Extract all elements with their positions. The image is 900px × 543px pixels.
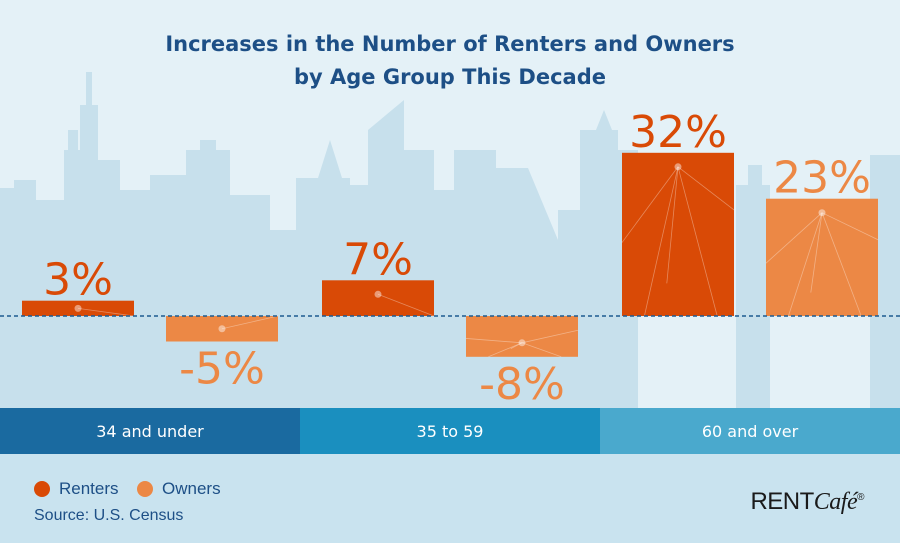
- bar-decoration-line: [666, 166, 679, 284]
- legend-swatch-owners: [137, 481, 153, 497]
- chart-title-line-1: Increases in the Number of Renters and O…: [165, 32, 735, 56]
- bar-owners-34-and-under: [166, 316, 278, 342]
- bar-decoration-line: [521, 342, 562, 358]
- bar-decoration-dot: [374, 290, 382, 298]
- bar-decoration-line: [465, 338, 523, 344]
- bar-decoration-line: [510, 342, 523, 349]
- bar-decoration-line: [221, 315, 279, 330]
- footer: Renters Owners Source: U.S. Census RENTC…: [0, 454, 900, 543]
- legend-swatch-renters: [34, 481, 50, 497]
- bar-decoration-line: [377, 293, 435, 317]
- category-label-34-and-under: 34 and under: [0, 408, 300, 454]
- data-label-owners-60-and-over: 23%: [773, 153, 871, 204]
- bar-decoration-line: [821, 212, 862, 317]
- bar-decoration-line: [488, 342, 523, 358]
- legend-label-owners: Owners: [162, 479, 221, 498]
- age-group-axis: 34 and under 35 to 59 60 and over: [0, 408, 900, 454]
- bar-owners-60-and-over: [766, 198, 878, 316]
- bar-decoration-line: [621, 166, 679, 243]
- bar-renters-35-to-59: [322, 280, 434, 316]
- data-label-renters-35-to-59: 7%: [343, 234, 413, 285]
- bar-decoration-dot: [518, 339, 526, 347]
- logo-registered-mark: ®: [857, 492, 864, 503]
- chart-title: Increases in the Number of Renters and O…: [0, 28, 900, 94]
- bar-decoration-line: [765, 212, 823, 264]
- bar-decoration-dot: [818, 209, 826, 217]
- bar-decoration-dot: [218, 325, 226, 333]
- logo-text-rent: RENT: [750, 488, 814, 515]
- category-label-60-and-over: 60 and over: [600, 408, 900, 454]
- chart-title-line-2: by Age Group This Decade: [293, 65, 607, 89]
- bar-decoration-line: [677, 166, 735, 211]
- category-label-35-to-59: 35 to 59: [300, 408, 600, 454]
- data-label-owners-34-and-under: -5%: [179, 344, 265, 395]
- legend-item-renters: Renters: [34, 479, 119, 499]
- rentcafe-logo: RENTCafé®: [750, 488, 864, 516]
- bar-decoration-line: [810, 212, 823, 293]
- bar-decoration-line: [821, 212, 879, 241]
- source-note: Source: U.S. Census: [34, 507, 184, 524]
- chart: 3% -5% 7% -8% 32% 23%: [0, 72, 900, 408]
- bar-decoration-line: [788, 212, 823, 317]
- logo-text-cafe: Café: [813, 489, 858, 515]
- bar-decoration-line: [644, 166, 679, 317]
- bar-owners-35-to-59: [466, 316, 578, 357]
- bar-decoration-dot: [674, 163, 682, 171]
- data-label-renters-34-and-under: 3%: [43, 255, 113, 306]
- bar-renters-34-and-under: [22, 300, 134, 316]
- data-label-owners-35-to-59: -8%: [479, 359, 565, 408]
- city-skyline-background: [0, 72, 900, 408]
- bar-decoration-line: [677, 166, 718, 317]
- bar-renters-60-and-over: [622, 152, 734, 316]
- legend-item-owners: Owners: [137, 479, 221, 499]
- bar-decoration-dot: [74, 304, 82, 312]
- data-label-renters-60-and-over: 32%: [629, 107, 727, 158]
- bars-layer: 3% -5% 7% -8% 32% 23%: [22, 107, 879, 408]
- bar-decoration-line: [77, 307, 135, 317]
- legend-label-renters: Renters: [59, 479, 119, 498]
- bar-decoration-line: [521, 329, 579, 344]
